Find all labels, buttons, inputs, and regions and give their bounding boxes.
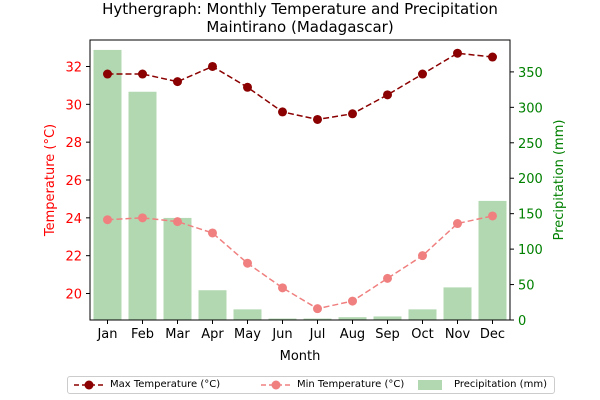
precip-bar-may	[233, 309, 262, 320]
right-tick-label: 0	[518, 314, 526, 329]
legend-label-precip: Precipitation (mm)	[454, 379, 547, 390]
min-temp-point-oct	[418, 251, 427, 261]
max-temp-point-sep	[383, 90, 392, 100]
x-axis-ticks: Jan Feb Mar Apr May Jun Jul Aug Sep Oct Nov Dec	[96, 320, 505, 342]
min-temp-point-apr	[208, 228, 217, 238]
max-temp-point-may	[243, 82, 252, 92]
left-tick-label: 30	[65, 98, 82, 113]
x-tick-label: Feb	[131, 327, 154, 342]
legend-item-min: Min Temperature (°C)	[261, 377, 404, 393]
legend-item-max: Max Temperature (°C)	[74, 377, 220, 393]
x-tick-label: Jun	[271, 327, 292, 342]
precip-bar-apr	[198, 290, 227, 320]
max-temp-point-dec	[488, 52, 497, 62]
x-tick-label: Oct	[411, 327, 433, 342]
right-axis-ticks: 0 50 100 150 200 250 300 350	[510, 66, 543, 329]
precip-bar-sep	[373, 316, 402, 320]
min-temp-point-mar	[173, 217, 182, 227]
legend-item-precip: Precipitation (mm)	[418, 377, 547, 393]
max-temperature-series	[103, 48, 497, 124]
min-temperature-series	[103, 211, 497, 314]
right-axis-label: Precipitation (mm)	[552, 120, 567, 241]
max-temp-point-feb	[138, 69, 147, 79]
max-temp-point-jul	[313, 114, 322, 124]
x-tick-label: Jan	[96, 327, 117, 342]
min-temp-point-jul	[313, 304, 322, 314]
legend-label-min: Min Temperature (°C)	[297, 379, 405, 390]
precip-bar-aug	[338, 317, 367, 320]
max-temp-point-apr	[208, 61, 217, 71]
left-axis-label: Temperature (°C)	[43, 124, 58, 237]
right-tick-label: 100	[518, 243, 543, 258]
x-axis-label: Month	[280, 349, 321, 364]
legend-swatch-min	[261, 380, 291, 390]
min-temp-point-jan	[103, 215, 112, 225]
min-temp-point-dec	[488, 211, 497, 221]
legend-swatch-max	[74, 380, 104, 390]
min-temp-point-feb	[138, 213, 147, 223]
chart-title: Hythergraph: Monthly Temperature and Pre…	[102, 0, 498, 18]
precip-bar-oct	[408, 309, 437, 320]
max-temp-point-nov	[453, 48, 462, 58]
min-temp-point-aug	[348, 296, 357, 306]
right-tick-label: 250	[518, 137, 543, 152]
left-tick-label: 28	[65, 136, 82, 151]
left-tick-label: 32	[65, 60, 82, 75]
right-tick-label: 200	[518, 172, 543, 187]
max-temp-line	[107, 52, 493, 121]
max-temp-point-jun	[278, 107, 287, 117]
right-tick-label: 300	[518, 101, 543, 116]
max-temp-point-oct	[418, 69, 427, 79]
x-tick-label: Nov	[445, 327, 471, 342]
precip-bar-dec	[478, 200, 507, 320]
x-tick-label: Sep	[375, 327, 400, 342]
precip-bar-jan	[93, 49, 122, 321]
min-temp-point-sep	[383, 273, 392, 283]
left-tick-label: 26	[65, 174, 82, 189]
max-temp-point-jan	[103, 69, 112, 79]
x-tick-label: Mar	[165, 327, 190, 342]
right-tick-label: 150	[518, 208, 543, 223]
precip-bar-jul	[303, 318, 332, 320]
precip-bar-nov	[443, 287, 472, 320]
legend-label-max: Max Temperature (°C)	[110, 379, 221, 390]
x-tick-label: Aug	[340, 327, 365, 342]
right-tick-label: 350	[518, 66, 543, 81]
min-temp-point-may	[243, 258, 252, 268]
x-tick-label: May	[234, 327, 261, 342]
left-tick-label: 20	[65, 288, 82, 303]
max-temp-point-mar	[173, 77, 182, 87]
precip-bar-feb	[128, 91, 157, 321]
precip-bar-jun	[268, 318, 297, 320]
min-temp-point-nov	[453, 219, 462, 229]
left-tick-label: 22	[65, 250, 82, 265]
precip-bar-mar	[163, 217, 192, 320]
left-axis-ticks: 20 22 24 26 28 30 32	[65, 60, 90, 303]
min-temp-line	[107, 215, 493, 310]
legend-swatch-precip	[418, 380, 442, 390]
chart-subtitle: Maintirano (Madagascar)	[206, 18, 393, 36]
chart-legend: Max Temperature (°C) Min Temperature (°C…	[67, 376, 555, 394]
max-temp-point-aug	[348, 109, 357, 119]
x-tick-label: Dec	[480, 327, 505, 342]
x-tick-label: Jul	[309, 327, 326, 342]
min-temp-point-jun	[278, 283, 287, 293]
left-tick-label: 24	[65, 212, 82, 227]
precipitation-bars	[93, 49, 507, 321]
x-tick-label: Apr	[201, 327, 224, 342]
right-tick-label: 50	[518, 279, 535, 294]
